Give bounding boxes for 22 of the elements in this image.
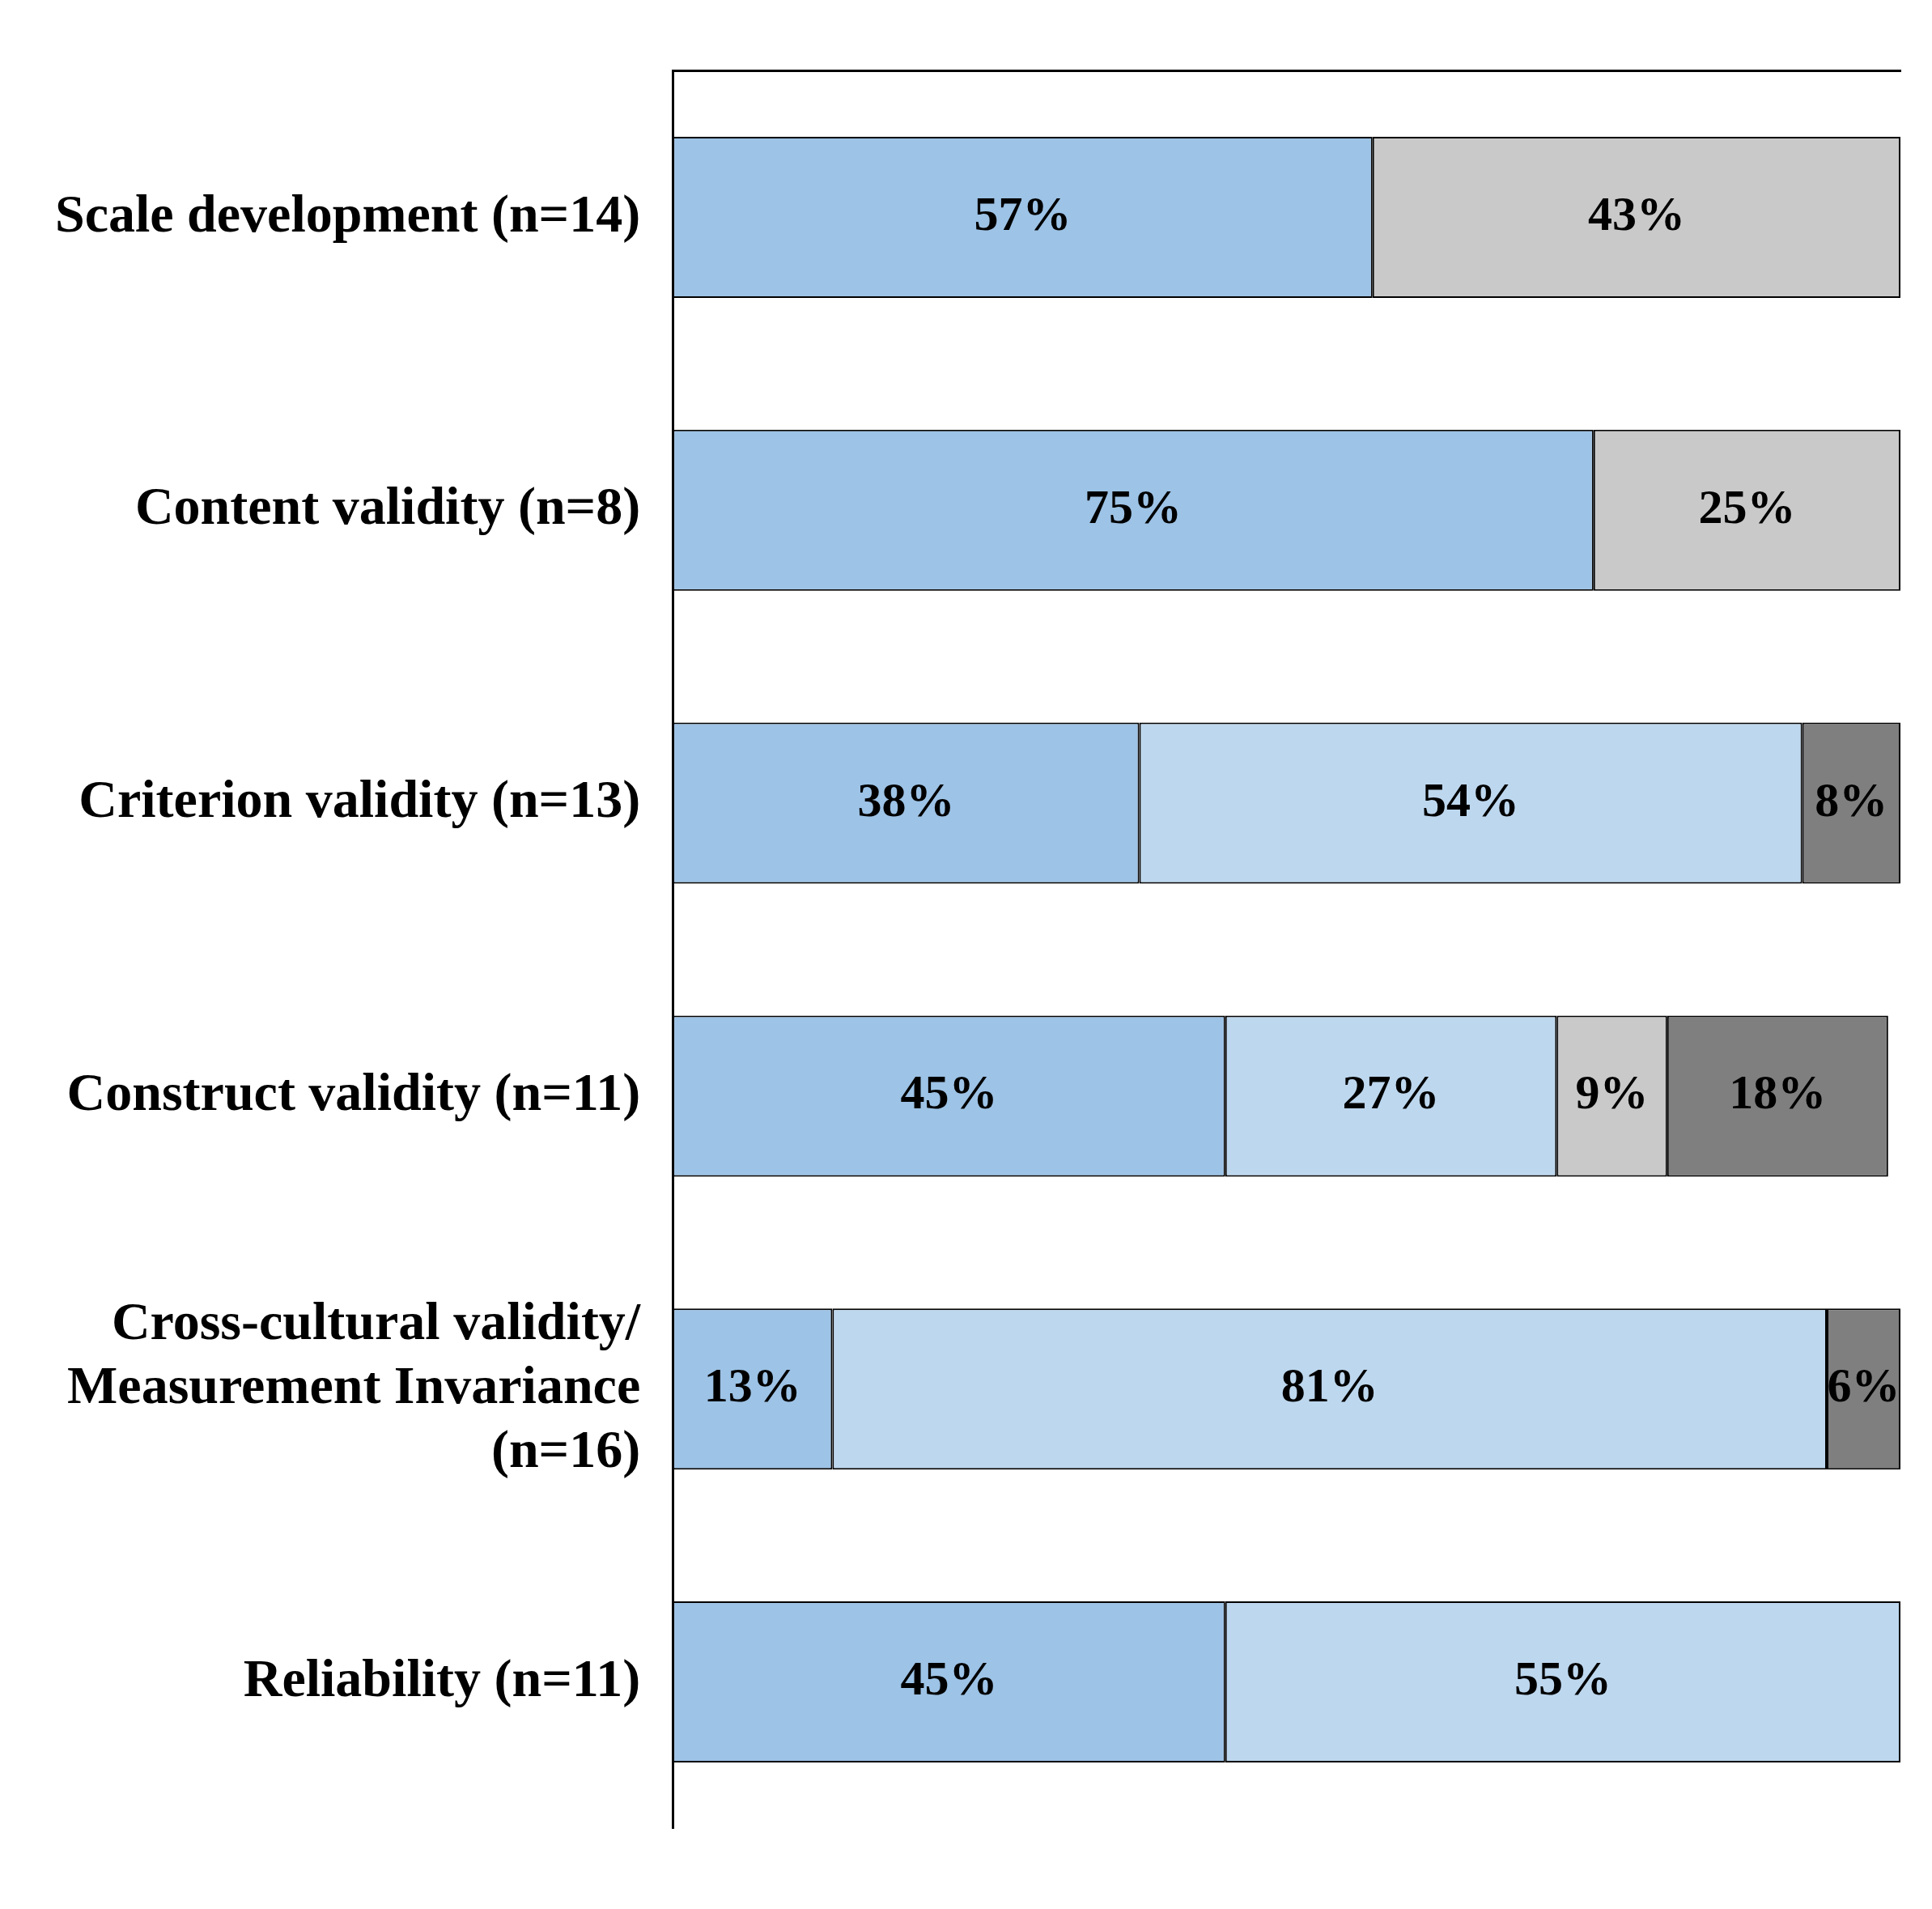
- data-label: 27%: [1342, 1065, 1440, 1120]
- data-label: 18%: [1729, 1065, 1827, 1120]
- data-label: 54%: [1422, 772, 1520, 827]
- data-label: 8%: [1815, 772, 1888, 827]
- data-label: 57%: [974, 187, 1072, 240]
- data-label: 43%: [1587, 187, 1685, 240]
- data-label: 81%: [1280, 1358, 1378, 1413]
- y-tick-label: Cross-cultural validity/ Measurement Invariance (n=16): [67, 1290, 642, 1479]
- y-tick-label: Construct validity (n=11): [66, 1061, 641, 1122]
- data-label: 55%: [1514, 1652, 1611, 1705]
- data-label: 38%: [857, 772, 955, 827]
- y-tick-label: Criterion validity (n=13): [79, 769, 641, 830]
- data-label: 6%: [1827, 1358, 1900, 1413]
- data-label: 9%: [1575, 1065, 1649, 1120]
- data-label: 75%: [1085, 479, 1182, 534]
- y-tick-label: Reliability (n=11): [243, 1648, 641, 1708]
- data-label: 13%: [703, 1358, 801, 1413]
- data-label: 45%: [900, 1652, 998, 1705]
- y-tick-label: Scale development (n=14): [54, 183, 641, 244]
- data-label: 45%: [900, 1065, 998, 1120]
- y-tick-label: Content validity (n=8): [134, 476, 641, 537]
- data-label: 25%: [1698, 479, 1796, 534]
